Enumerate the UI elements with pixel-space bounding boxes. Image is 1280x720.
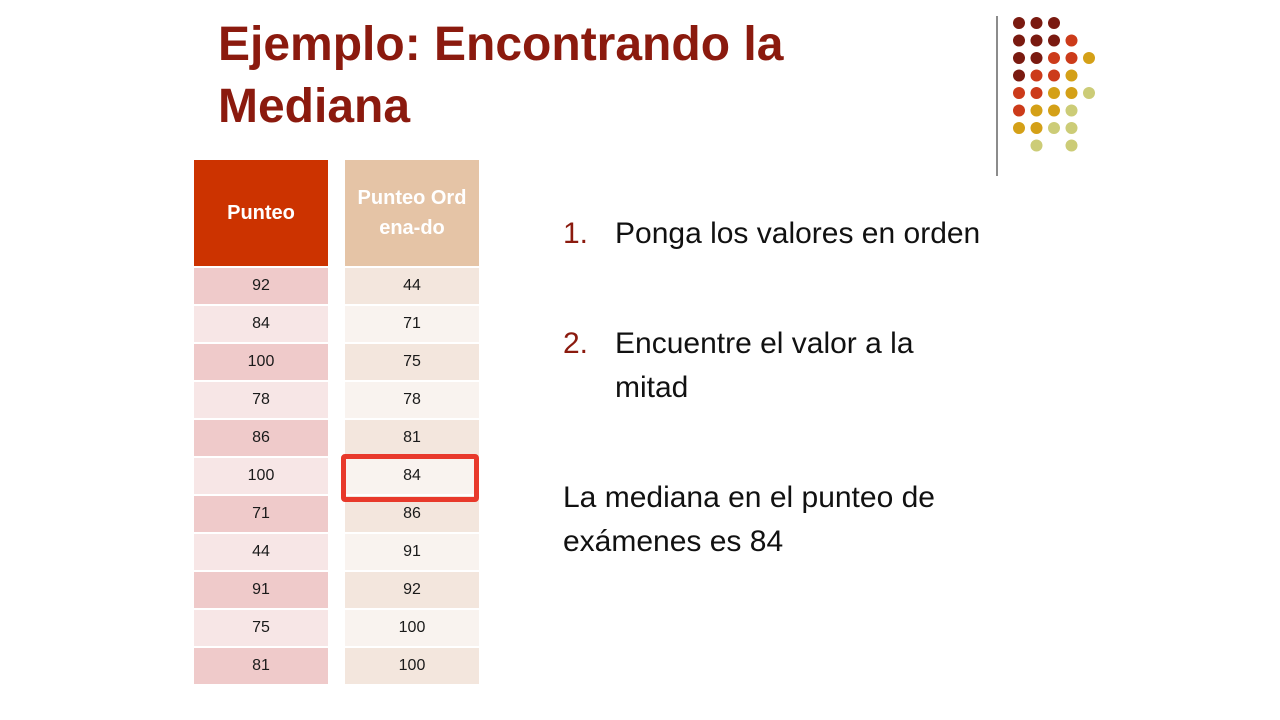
sorted-row: 91 bbox=[345, 533, 479, 572]
scores-cell: 86 bbox=[194, 419, 328, 458]
step-2: 2. Encuentre el valor a la mitad bbox=[563, 322, 1063, 410]
dot bbox=[1048, 104, 1060, 117]
scores-cell: 78 bbox=[194, 381, 328, 420]
scores-row: 78 bbox=[194, 381, 328, 420]
conclusion-text: La mediana en el punteo de exámenes es 8… bbox=[563, 481, 935, 558]
step-number: 2. bbox=[563, 327, 589, 360]
sorted-scores-table: Punteo Ordena-do 44 71 75 78 81 84 86 91 92 100 10… bbox=[345, 160, 479, 686]
dot bbox=[1030, 69, 1043, 82]
scores-cell: 75 bbox=[194, 609, 328, 648]
sorted-cell: 84 bbox=[345, 457, 479, 496]
scores-row: 100 bbox=[194, 457, 328, 496]
dot bbox=[1030, 52, 1043, 64]
dot bbox=[1048, 34, 1060, 47]
sorted-row: 92 bbox=[345, 571, 479, 610]
scores-cell: 92 bbox=[194, 267, 328, 306]
scores-header: Punteo bbox=[194, 160, 328, 268]
sorted-cell: 78 bbox=[345, 381, 479, 420]
dot bbox=[1048, 17, 1060, 29]
sorted-header-label: Punteo Ordena-do bbox=[357, 187, 467, 239]
sorted-cell: 100 bbox=[345, 647, 479, 686]
dot bbox=[1030, 34, 1043, 47]
slide-title: Ejemplo: Encontrando la Mediana bbox=[218, 18, 784, 133]
sorted-row: 100 bbox=[345, 647, 479, 686]
sorted-cell: 75 bbox=[345, 343, 479, 382]
sorted-row: 71 bbox=[345, 305, 479, 344]
sorted-scores-header: Punteo Ordena-do bbox=[345, 160, 479, 268]
dot bbox=[1013, 69, 1025, 82]
scores-cell: 100 bbox=[194, 343, 328, 382]
dot bbox=[1065, 87, 1078, 99]
sorted-row: 84 bbox=[345, 457, 479, 496]
explanation-text: 1. Ponga los valores en orden 2. Encuent… bbox=[563, 212, 1063, 564]
median-highlight-box bbox=[341, 454, 479, 502]
sorted-row: 44 bbox=[345, 267, 479, 306]
dot bbox=[1065, 139, 1078, 152]
sorted-row: 81 bbox=[345, 419, 479, 458]
sorted-cell: 44 bbox=[345, 267, 479, 306]
dot bbox=[1030, 122, 1043, 134]
step-number: 1. bbox=[563, 217, 589, 250]
scores-table: Punteo 92 84 100 78 86 100 71 44 91 75 81 bbox=[194, 160, 328, 686]
dot bbox=[1013, 17, 1025, 29]
scores-row: 92 bbox=[194, 267, 328, 306]
dot bbox=[1048, 87, 1060, 99]
scores-row: 91 bbox=[194, 571, 328, 610]
dot bbox=[1030, 87, 1043, 99]
sorted-row: 78 bbox=[345, 381, 479, 420]
sorted-cell: 91 bbox=[345, 533, 479, 572]
sorted-row: 100 bbox=[345, 609, 479, 648]
scores-cell: 91 bbox=[194, 571, 328, 610]
divider-line bbox=[996, 16, 998, 176]
scores-cell: 71 bbox=[194, 495, 328, 534]
sorted-cell: 71 bbox=[345, 305, 479, 344]
dot bbox=[1013, 122, 1025, 134]
dot bbox=[1048, 69, 1060, 82]
scores-row: 44 bbox=[194, 533, 328, 572]
dot bbox=[1065, 52, 1078, 64]
dot bbox=[1030, 104, 1043, 117]
sorted-cell: 100 bbox=[345, 609, 479, 648]
scores-row: 81 bbox=[194, 647, 328, 686]
sorted-row: 75 bbox=[345, 343, 479, 382]
dot bbox=[1083, 87, 1095, 99]
scores-row: 84 bbox=[194, 305, 328, 344]
dot bbox=[1013, 34, 1025, 47]
scores-row: 86 bbox=[194, 419, 328, 458]
dot bbox=[1048, 122, 1060, 134]
dot bbox=[1048, 52, 1060, 64]
dot bbox=[1083, 52, 1095, 64]
sorted-cell: 92 bbox=[345, 571, 479, 610]
dot bbox=[1013, 52, 1025, 64]
scores-row: 100 bbox=[194, 343, 328, 382]
sorted-cell: 81 bbox=[345, 419, 479, 458]
step-text: Encuentre el valor a la mitad bbox=[615, 327, 914, 404]
scores-cell: 100 bbox=[194, 457, 328, 496]
dot bbox=[1065, 122, 1078, 134]
dot-grid-decoration bbox=[1013, 17, 1095, 152]
dot bbox=[1065, 69, 1078, 82]
dot bbox=[1065, 104, 1078, 117]
dot bbox=[1030, 139, 1043, 152]
scores-cell: 81 bbox=[194, 647, 328, 686]
scores-cell: 44 bbox=[194, 533, 328, 572]
scores-cell: 84 bbox=[194, 305, 328, 344]
step-text: Ponga los valores en orden bbox=[615, 217, 981, 250]
dot bbox=[1030, 17, 1043, 29]
dot bbox=[1013, 104, 1025, 117]
dot bbox=[1013, 87, 1025, 99]
scores-row: 71 bbox=[194, 495, 328, 534]
scores-row: 75 bbox=[194, 609, 328, 648]
dot bbox=[1065, 34, 1078, 47]
step-1: 1. Ponga los valores en orden bbox=[563, 212, 1063, 256]
